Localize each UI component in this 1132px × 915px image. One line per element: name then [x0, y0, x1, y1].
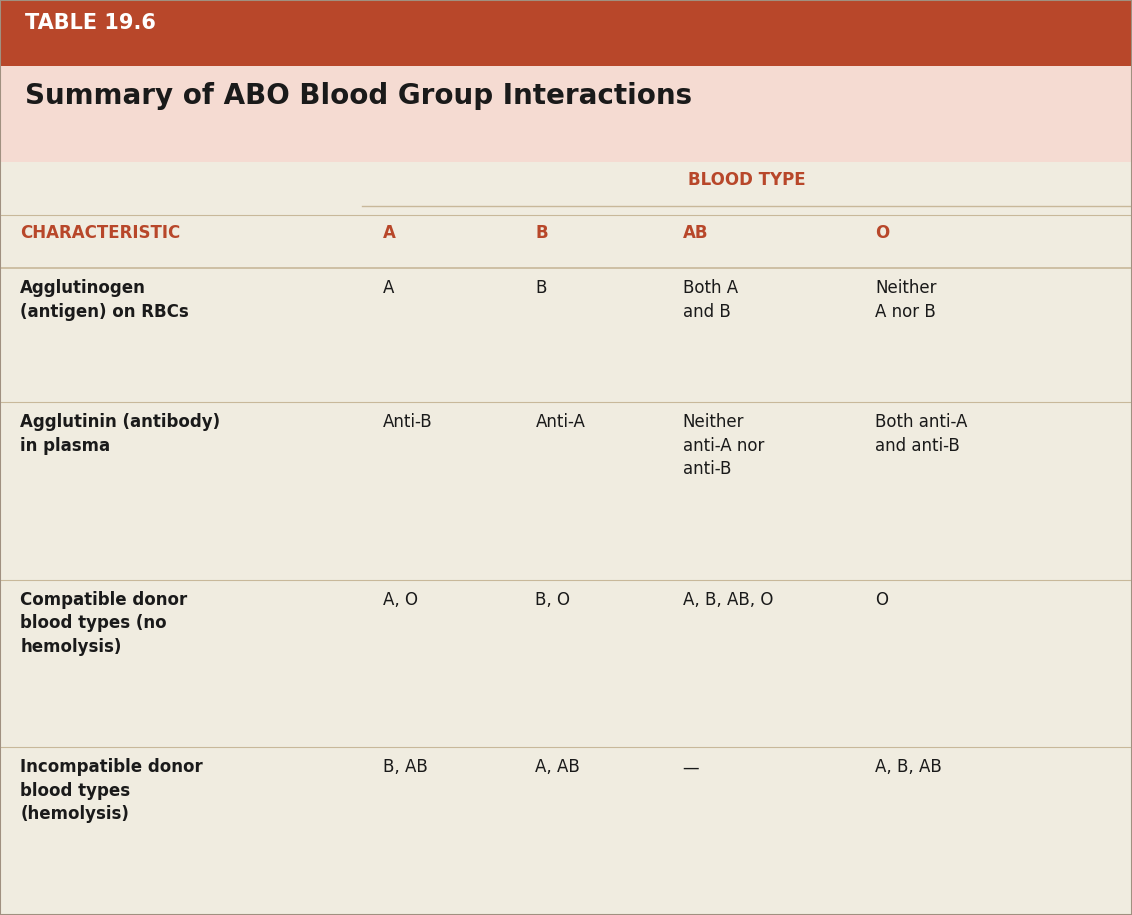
Text: A, O: A, O: [383, 590, 418, 608]
Text: TABLE 19.6: TABLE 19.6: [25, 13, 156, 33]
Text: A, B, AB: A, B, AB: [875, 759, 942, 776]
Text: Both A
and B: Both A and B: [683, 279, 738, 320]
Text: A: A: [383, 279, 394, 297]
Text: Neither
anti-A nor
anti-B: Neither anti-A nor anti-B: [683, 414, 764, 479]
Text: Anti-A: Anti-A: [535, 414, 585, 431]
Text: B, AB: B, AB: [383, 759, 428, 776]
Text: B: B: [535, 279, 547, 297]
Text: BLOOD TYPE: BLOOD TYPE: [688, 171, 806, 189]
Text: O: O: [875, 590, 887, 608]
Text: A: A: [383, 224, 395, 242]
Text: CHARACTERISTIC: CHARACTERISTIC: [20, 224, 181, 242]
Text: Summary of ABO Blood Group Interactions: Summary of ABO Blood Group Interactions: [25, 82, 692, 111]
Text: A, B, AB, O: A, B, AB, O: [683, 590, 773, 608]
Text: Neither
A nor B: Neither A nor B: [875, 279, 936, 320]
Text: A, AB: A, AB: [535, 759, 581, 776]
Text: Anti-B: Anti-B: [383, 414, 432, 431]
Text: —: —: [683, 759, 700, 776]
Text: Agglutinogen
(antigen) on RBCs: Agglutinogen (antigen) on RBCs: [20, 279, 189, 320]
Text: Incompatible donor
blood types
(hemolysis): Incompatible donor blood types (hemolysi…: [20, 759, 203, 824]
Text: B, O: B, O: [535, 590, 571, 608]
Bar: [0, 0, 1132, 66]
Text: Agglutinin (antibody)
in plasma: Agglutinin (antibody) in plasma: [20, 414, 221, 455]
Text: AB: AB: [683, 224, 709, 242]
Bar: [0, 162, 1132, 915]
Text: O: O: [875, 224, 890, 242]
Text: B: B: [535, 224, 548, 242]
Bar: [0, 66, 1132, 162]
Text: Both anti-A
and anti-B: Both anti-A and anti-B: [875, 414, 968, 455]
Text: Compatible donor
blood types (no
hemolysis): Compatible donor blood types (no hemolys…: [20, 590, 188, 656]
